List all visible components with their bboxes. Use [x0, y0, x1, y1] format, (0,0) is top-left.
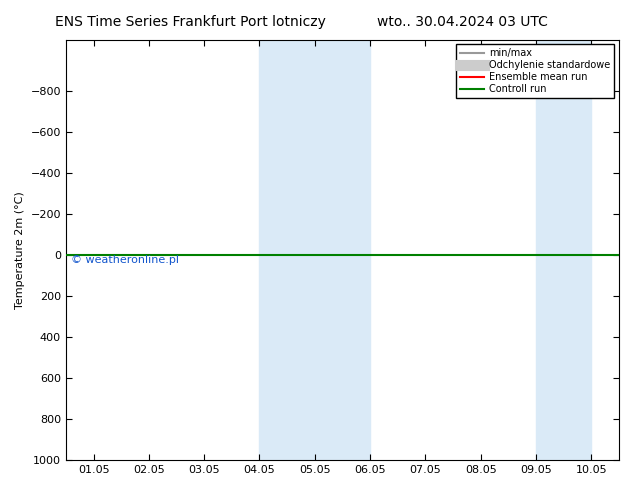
Y-axis label: Temperature 2m (°C): Temperature 2m (°C): [15, 191, 25, 309]
Bar: [259, 40, 315, 460]
Text: ENS Time Series Frankfurt Port lotniczy: ENS Time Series Frankfurt Port lotniczy: [55, 15, 326, 29]
Bar: [536, 40, 592, 460]
Bar: [315, 40, 370, 460]
Legend: min/max, Odchylenie standardowe, Ensemble mean run, Controll run: min/max, Odchylenie standardowe, Ensembl…: [456, 45, 614, 98]
Text: wto.. 30.04.2024 03 UTC: wto.. 30.04.2024 03 UTC: [377, 15, 548, 29]
Text: © weatheronline.pl: © weatheronline.pl: [72, 255, 179, 265]
